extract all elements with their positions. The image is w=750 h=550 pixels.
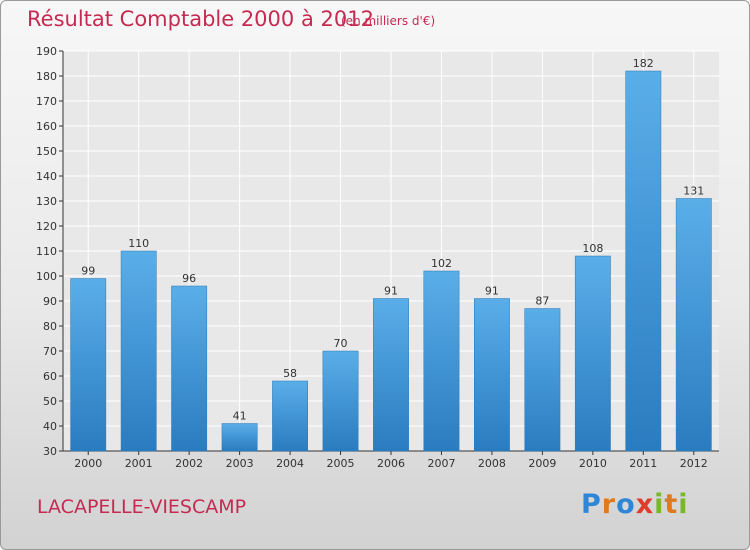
bar-2002	[171, 285, 208, 452]
bar-2012	[675, 198, 712, 452]
y-tick-label: 80	[43, 320, 57, 333]
data-label: 96	[182, 272, 196, 285]
bar-2003	[221, 423, 258, 452]
data-label: 182	[633, 57, 654, 70]
x-tick-label: 2010	[579, 457, 607, 470]
x-tick-label: 2011	[629, 457, 657, 470]
bar-2010	[574, 255, 611, 452]
data-label: 41	[233, 410, 247, 423]
x-tick-label: 2001	[125, 457, 153, 470]
data-label: 91	[485, 285, 499, 298]
data-label: 131	[683, 185, 704, 198]
x-tick-label: 2006	[377, 457, 405, 470]
bar-2007	[423, 270, 460, 452]
chart-subtitle: (en milliers d'€)	[341, 14, 436, 28]
bar-2000	[70, 278, 107, 452]
proxiti-logo: Proxiti	[581, 489, 689, 520]
y-tick-label: 50	[43, 395, 57, 408]
y-tick-label: 90	[43, 295, 57, 308]
data-label: 58	[283, 367, 297, 380]
logo-letter: i	[678, 489, 689, 520]
chart-title: Résultat Comptable 2000 à 2012	[27, 7, 374, 31]
y-tick-label: 120	[36, 220, 57, 233]
labels: 30 40 50 60 70 80 90 100 110 120 130 140 150 160 170 18…	[36, 45, 708, 470]
bar-2011	[625, 70, 662, 452]
data-label: 87	[535, 295, 549, 308]
x-tick-label: 2005	[327, 457, 355, 470]
logo-letter: o	[616, 489, 636, 520]
logo-letter: i	[654, 489, 665, 520]
y-tick-label: 180	[36, 70, 57, 83]
x-tick-label: 2008	[478, 457, 506, 470]
x-tick-label: 2003	[226, 457, 254, 470]
y-tick-label: 110	[36, 245, 57, 258]
y-tick-label: 140	[36, 170, 57, 183]
y-tick-label: 190	[36, 45, 57, 58]
data-label: 70	[334, 337, 348, 350]
y-tick-label: 170	[36, 95, 57, 108]
y-tick-label: 100	[36, 270, 57, 283]
logo-letter: P	[581, 489, 602, 520]
data-label: 102	[431, 257, 452, 270]
data-label: 99	[81, 265, 95, 278]
logo-letter: t	[664, 489, 679, 520]
bar-2006	[373, 298, 409, 452]
x-tick-label: 2007	[427, 457, 455, 470]
commune-name: LACAPELLE-VIESCAMP	[37, 496, 247, 518]
bar-2005	[322, 350, 359, 452]
data-label: 108	[582, 242, 603, 255]
y-tick-label: 160	[36, 120, 57, 133]
logo-letter: r	[601, 489, 617, 520]
bar-2008	[474, 298, 510, 452]
x-tick-label: 2012	[680, 457, 708, 470]
y-tick-label: 70	[43, 345, 57, 358]
x-tick-label: 2002	[175, 457, 203, 470]
data-label: 110	[128, 237, 149, 250]
x-tick-label: 2004	[276, 457, 304, 470]
bar-2009	[524, 308, 561, 452]
bar-2004	[272, 380, 308, 452]
x-tick-label: 2009	[528, 457, 556, 470]
y-tick-label: 150	[36, 145, 57, 158]
y-tick-label: 30	[43, 445, 57, 458]
bars	[70, 70, 712, 452]
data-label: 91	[384, 285, 398, 298]
x-tick-label: 2000	[74, 457, 102, 470]
logo-letter: x	[635, 489, 655, 520]
bar-2001	[120, 250, 157, 452]
y-tick-label: 40	[43, 420, 57, 433]
y-tick-label: 130	[36, 195, 57, 208]
y-tick-label: 60	[43, 370, 57, 383]
